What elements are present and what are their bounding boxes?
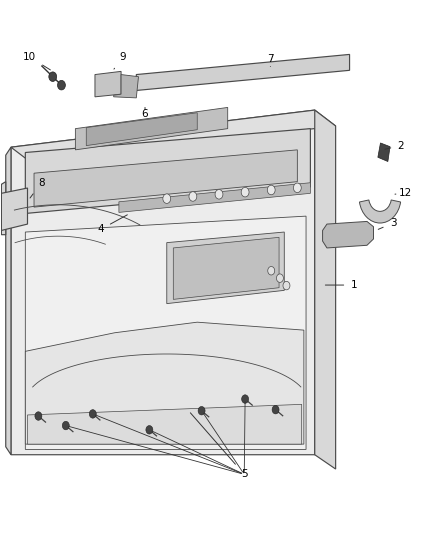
Polygon shape bbox=[6, 147, 11, 455]
Wedge shape bbox=[360, 200, 401, 223]
Circle shape bbox=[146, 425, 153, 434]
Polygon shape bbox=[86, 113, 197, 146]
Polygon shape bbox=[173, 237, 279, 300]
Text: 8: 8 bbox=[30, 177, 45, 198]
Polygon shape bbox=[75, 108, 228, 150]
Circle shape bbox=[268, 266, 275, 275]
Circle shape bbox=[215, 190, 223, 199]
Text: 5: 5 bbox=[191, 413, 247, 479]
Text: 9: 9 bbox=[114, 52, 126, 69]
Circle shape bbox=[241, 188, 249, 197]
Polygon shape bbox=[322, 221, 374, 248]
Polygon shape bbox=[315, 110, 336, 469]
Polygon shape bbox=[136, 54, 350, 91]
Text: 1: 1 bbox=[325, 280, 357, 290]
Text: 10: 10 bbox=[23, 52, 50, 70]
Circle shape bbox=[242, 395, 249, 403]
Text: 7: 7 bbox=[267, 54, 274, 67]
Polygon shape bbox=[378, 143, 390, 161]
Text: 3: 3 bbox=[378, 218, 396, 229]
Text: 12: 12 bbox=[395, 188, 412, 198]
Circle shape bbox=[283, 281, 290, 290]
Polygon shape bbox=[95, 71, 121, 97]
Text: 4: 4 bbox=[97, 215, 127, 235]
Polygon shape bbox=[25, 128, 311, 214]
Circle shape bbox=[293, 183, 301, 192]
Circle shape bbox=[198, 407, 205, 415]
Polygon shape bbox=[1, 182, 6, 235]
Text: 6: 6 bbox=[142, 108, 148, 119]
Circle shape bbox=[62, 421, 69, 430]
Polygon shape bbox=[114, 75, 138, 98]
Circle shape bbox=[272, 406, 279, 414]
Polygon shape bbox=[11, 110, 315, 455]
Polygon shape bbox=[25, 216, 306, 449]
Circle shape bbox=[89, 410, 96, 418]
Circle shape bbox=[267, 185, 275, 195]
Circle shape bbox=[189, 192, 197, 201]
Polygon shape bbox=[11, 110, 336, 163]
Circle shape bbox=[35, 412, 42, 420]
Circle shape bbox=[276, 274, 283, 282]
Polygon shape bbox=[167, 232, 284, 304]
Circle shape bbox=[49, 72, 57, 82]
Circle shape bbox=[163, 194, 171, 204]
Polygon shape bbox=[34, 150, 297, 207]
Polygon shape bbox=[25, 322, 304, 444]
Circle shape bbox=[57, 80, 65, 90]
Polygon shape bbox=[1, 188, 28, 230]
Text: 2: 2 bbox=[385, 141, 404, 151]
Polygon shape bbox=[119, 183, 311, 213]
Polygon shape bbox=[28, 405, 302, 444]
